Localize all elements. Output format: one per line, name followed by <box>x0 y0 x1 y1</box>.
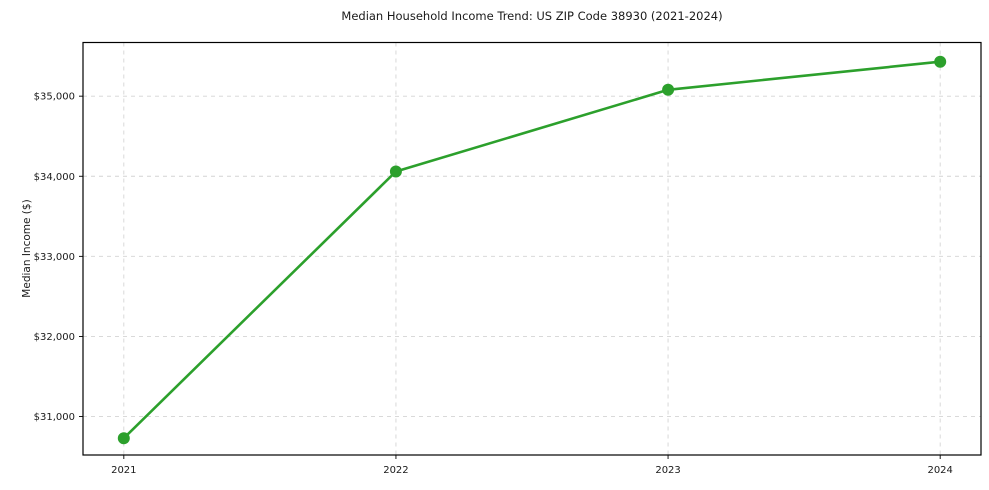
y-tick-label: $35,000 <box>34 92 75 103</box>
plot-frame <box>82 41 982 456</box>
trend-line <box>122 60 942 440</box>
data-point-marker-2021 <box>117 432 130 445</box>
y-tick-label: $33,000 <box>34 252 75 263</box>
data-point-marker-2024 <box>934 55 947 68</box>
y-tick-label: $31,000 <box>34 412 75 423</box>
x-tick-label: 2021 <box>111 465 136 476</box>
y-tick-label: $34,000 <box>34 172 75 183</box>
y-tick-label: $32,000 <box>34 332 75 343</box>
x-tick-label: 2022 <box>383 465 408 476</box>
data-point-marker-2023 <box>662 83 675 96</box>
x-tick-label: 2024 <box>927 465 952 476</box>
y-axis-label: Median Income ($) <box>21 199 33 298</box>
data-point-marker-2022 <box>389 165 402 178</box>
chart-title: Median Household Income Trend: US ZIP Co… <box>341 9 723 23</box>
x-tick-label: 2023 <box>655 465 680 476</box>
